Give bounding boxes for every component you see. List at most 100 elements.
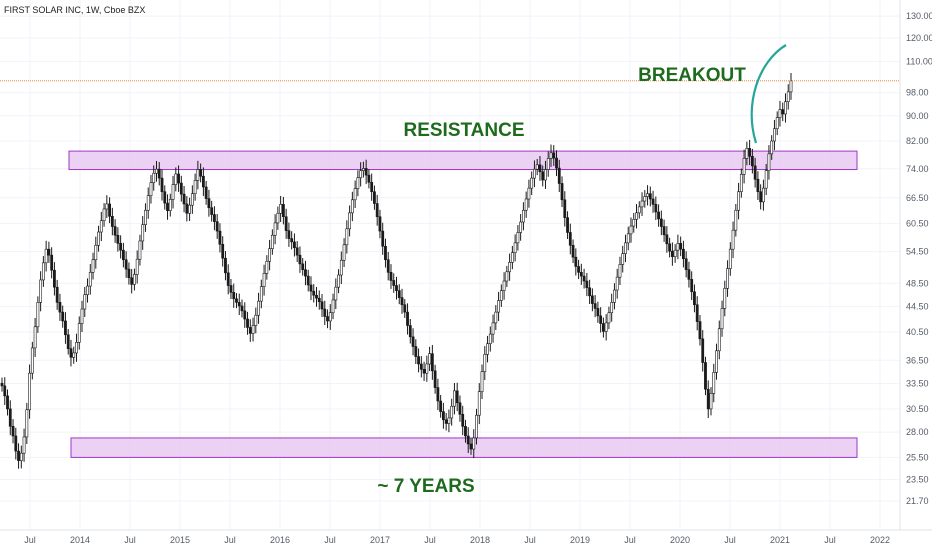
candle-body <box>243 310 247 320</box>
time-tick-label: Jul <box>524 535 536 545</box>
candle-body <box>544 169 547 181</box>
price-tick-label: 82.00 <box>906 136 929 146</box>
candle-body <box>781 109 785 115</box>
time-tick-label: 2016 <box>270 535 290 545</box>
candle-body <box>502 280 506 291</box>
candle-body <box>232 292 236 300</box>
time-tick-label: 2014 <box>70 535 90 545</box>
candle-body <box>190 193 194 206</box>
time-tick-label: Jul <box>724 535 736 545</box>
candle-body <box>97 231 100 246</box>
candle-body <box>210 207 214 215</box>
candle-body <box>602 323 605 332</box>
resistance-annotation: RESISTANCE <box>403 120 524 141</box>
candle-body <box>334 286 338 301</box>
candle-body <box>676 243 680 251</box>
candlestick-series <box>0 73 793 469</box>
breakout-annotation: BREAKOUT <box>638 65 746 86</box>
candle-body <box>748 148 752 157</box>
candle-body <box>739 174 743 193</box>
candle-body <box>770 140 774 155</box>
candle-body <box>483 354 487 372</box>
candle-body <box>301 263 305 270</box>
candle-body <box>505 271 509 282</box>
candle-body <box>629 225 633 235</box>
candle-body <box>720 308 724 330</box>
candle-body <box>414 346 418 357</box>
candle-body <box>549 152 553 159</box>
candle-body <box>215 221 219 232</box>
price-tick-label: 33.50 <box>906 378 929 388</box>
candle-body <box>86 285 89 295</box>
candle-body <box>389 272 393 281</box>
candle-body <box>91 259 95 273</box>
candle-body <box>392 280 396 286</box>
candle-body <box>138 240 142 260</box>
candle-body <box>384 245 387 261</box>
candle-body <box>726 268 729 289</box>
candle-body <box>522 209 525 223</box>
time-tick-label: 2015 <box>170 535 190 545</box>
candle-body <box>53 269 56 288</box>
candle-body <box>309 284 313 292</box>
candle-body <box>218 230 222 245</box>
candle-body <box>155 168 158 174</box>
candle-body <box>207 198 211 209</box>
candle-body <box>626 233 630 244</box>
candle-body <box>77 323 81 343</box>
candle-body <box>25 409 29 438</box>
candle-body <box>196 169 200 181</box>
candle-body <box>499 290 503 301</box>
candle-body <box>673 249 677 257</box>
price-axis[interactable]: 21.70 23.50 25.50 28.00 30.50 33.50 36.50 40.50… <box>899 0 932 550</box>
candle-body <box>533 168 536 179</box>
price-tick-label: 48.50 <box>906 278 929 288</box>
candle-body <box>585 280 589 289</box>
candle-body <box>315 294 318 299</box>
candle-body <box>298 254 302 265</box>
candle-body <box>610 302 614 314</box>
candle-body <box>237 302 241 307</box>
price-tick-label: 23.50 <box>906 475 929 485</box>
candle-body <box>356 177 360 189</box>
candle-body <box>408 325 412 338</box>
candle-body <box>568 232 572 246</box>
candle-body <box>455 390 459 404</box>
candle-body <box>491 322 495 335</box>
candle-body <box>698 321 702 340</box>
support-zone <box>70 437 858 458</box>
breakout-arc <box>750 44 787 144</box>
candle-body <box>17 450 20 461</box>
price-tick-label: 98.00 <box>906 88 929 98</box>
candle-body <box>411 336 415 347</box>
candle-body <box>157 168 161 179</box>
candle-body <box>762 187 765 203</box>
candle-body <box>359 170 363 179</box>
candle-body <box>557 167 561 184</box>
candle-body <box>224 257 227 274</box>
candle-body <box>364 168 368 176</box>
time-axis[interactable]: Jul 2014 Jul 2015 Jul 2016 Jul 2017 Jul 2018 Jul 20… <box>0 529 932 545</box>
price-tick-label: 30.50 <box>906 404 929 414</box>
candle-body <box>728 248 732 269</box>
candle-body <box>745 148 749 159</box>
candle-body <box>146 195 150 211</box>
candle-body <box>464 426 467 437</box>
candle-body <box>643 196 647 202</box>
candle-body <box>293 241 296 249</box>
candle-body <box>199 169 203 177</box>
candle-body <box>574 256 578 267</box>
candle-body <box>731 229 735 250</box>
candle-body <box>116 234 120 244</box>
time-tick-label: Jul <box>324 535 336 545</box>
candle-body <box>450 405 454 419</box>
candle-body <box>276 212 280 224</box>
candle-body <box>177 173 180 184</box>
candle-body <box>397 290 401 298</box>
candle-body <box>593 303 597 309</box>
candle-body <box>64 320 67 336</box>
candle-body <box>213 214 216 222</box>
candle-body <box>668 243 672 252</box>
candle-body <box>447 417 451 424</box>
